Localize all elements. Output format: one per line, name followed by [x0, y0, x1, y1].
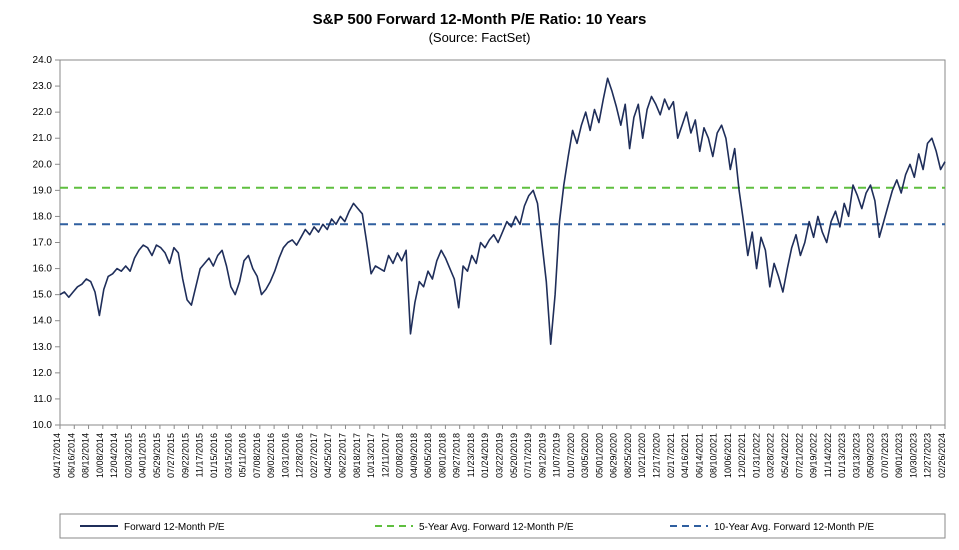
- x-tick-label: 12/04/2014: [109, 433, 119, 478]
- y-tick-label: 24.0: [33, 55, 53, 66]
- plot-border: [60, 60, 945, 425]
- x-tick-label: 02/03/2015: [123, 433, 133, 478]
- y-tick-label: 18.0: [33, 211, 53, 222]
- x-tick-label: 02/27/2017: [309, 433, 319, 478]
- x-tick-label: 12/17/2020: [652, 433, 662, 478]
- x-tick-label: 08/12/2014: [81, 433, 91, 478]
- x-tick-label: 11/23/2018: [466, 433, 476, 477]
- chart-svg: S&P 500 Forward 12-Month P/E Ratio: 10 Y…: [0, 0, 959, 550]
- x-tick-label: 04/01/2015: [138, 433, 148, 478]
- x-tick-label: 02/08/2018: [395, 433, 405, 478]
- legend-label: Forward 12-Month P/E: [124, 522, 225, 533]
- y-tick-label: 23.0: [33, 81, 53, 92]
- x-tick-label: 06/22/2017: [337, 433, 347, 478]
- x-tick-label: 10/06/2021: [723, 433, 733, 478]
- main-series-line: [60, 78, 945, 344]
- x-tick-label: 05/11/2016: [238, 433, 248, 477]
- x-tick-label: 11/17/2015: [195, 433, 205, 477]
- x-tick-label: 02/26/2024: [937, 433, 947, 478]
- y-tick-label: 15.0: [33, 290, 53, 301]
- x-tick-label: 10/30/2023: [908, 433, 918, 478]
- x-tick-label: 01/31/2022: [751, 433, 761, 478]
- y-tick-label: 22.0: [33, 107, 53, 118]
- x-tick-label: 07/07/2023: [880, 433, 890, 478]
- x-tick-label: 08/01/2018: [437, 433, 447, 478]
- x-tick-label: 09/22/2015: [180, 433, 190, 478]
- y-tick-label: 16.0: [33, 264, 53, 275]
- x-tick-label: 05/20/2019: [509, 433, 519, 478]
- y-tick-label: 21.0: [33, 133, 53, 144]
- x-tick-label: 04/16/2021: [680, 433, 690, 478]
- x-tick-label: 06/29/2020: [609, 433, 619, 478]
- x-tick-label: 03/05/2020: [580, 433, 590, 478]
- x-tick-label: 03/15/2016: [223, 433, 233, 478]
- x-tick-label: 09/02/2016: [266, 433, 276, 478]
- x-tick-label: 04/17/2014: [52, 433, 62, 478]
- x-tick-label: 01/15/2016: [209, 433, 219, 478]
- x-tick-label: 12/11/2017: [380, 433, 390, 477]
- x-tick-label: 10/08/2014: [95, 433, 105, 478]
- x-tick-label: 05/24/2022: [780, 433, 790, 478]
- x-tick-label: 08/10/2021: [709, 433, 719, 478]
- y-tick-label: 10.0: [33, 420, 53, 431]
- y-tick-label: 19.0: [33, 185, 53, 196]
- x-tick-label: 07/17/2019: [523, 433, 533, 478]
- x-tick-label: 08/25/2020: [623, 433, 633, 478]
- legend-label: 5-Year Avg. Forward 12-Month P/E: [419, 522, 574, 533]
- x-tick-label: 11/14/2022: [823, 433, 833, 477]
- x-tick-label: 11/07/2019: [552, 433, 562, 477]
- x-tick-label: 10/21/2020: [637, 433, 647, 478]
- y-tick-label: 17.0: [33, 238, 53, 249]
- chart-subtitle: (Source: FactSet): [429, 30, 531, 45]
- x-tick-label: 07/21/2022: [794, 433, 804, 478]
- x-tick-label: 05/09/2023: [866, 433, 876, 478]
- x-tick-label: 03/28/2022: [766, 433, 776, 478]
- y-tick-label: 13.0: [33, 342, 53, 353]
- x-tick-label: 12/27/2023: [923, 433, 933, 478]
- chart-container: S&P 500 Forward 12-Month P/E Ratio: 10 Y…: [0, 0, 959, 550]
- y-tick-label: 12.0: [33, 368, 53, 379]
- x-tick-label: 01/13/2023: [837, 433, 847, 478]
- x-tick-label: 12/28/2016: [295, 433, 305, 478]
- x-tick-label: 09/12/2019: [537, 433, 547, 478]
- legend-label: 10-Year Avg. Forward 12-Month P/E: [714, 522, 874, 533]
- x-tick-label: 09/27/2018: [452, 433, 462, 478]
- x-tick-label: 09/19/2022: [809, 433, 819, 478]
- y-tick-label: 20.0: [33, 159, 53, 170]
- x-tick-label: 12/02/2021: [737, 433, 747, 478]
- x-tick-label: 05/29/2015: [152, 433, 162, 478]
- y-tick-label: 14.0: [33, 316, 53, 327]
- x-tick-label: 04/25/2017: [323, 433, 333, 478]
- x-tick-label: 08/18/2017: [352, 433, 362, 478]
- x-tick-label: 03/13/2023: [851, 433, 861, 478]
- x-tick-label: 07/08/2016: [252, 433, 262, 478]
- x-tick-label: 06/05/2018: [423, 433, 433, 478]
- y-tick-label: 11.0: [33, 394, 52, 405]
- x-tick-label: 03/22/2019: [495, 433, 505, 478]
- x-tick-label: 10/31/2016: [280, 433, 290, 478]
- x-tick-label: 06/16/2014: [66, 433, 76, 478]
- x-tick-label: 01/24/2019: [480, 433, 490, 478]
- x-tick-label: 05/01/2020: [594, 433, 604, 478]
- x-tick-label: 07/27/2015: [166, 433, 176, 478]
- chart-title: S&P 500 Forward 12-Month P/E Ratio: 10 Y…: [313, 11, 647, 28]
- x-tick-label: 01/07/2020: [566, 433, 576, 478]
- x-tick-label: 10/13/2017: [366, 433, 376, 478]
- x-tick-label: 06/14/2021: [694, 433, 704, 478]
- x-tick-label: 02/17/2021: [666, 433, 676, 478]
- x-tick-label: 09/01/2023: [894, 433, 904, 478]
- x-tick-label: 04/09/2018: [409, 433, 419, 478]
